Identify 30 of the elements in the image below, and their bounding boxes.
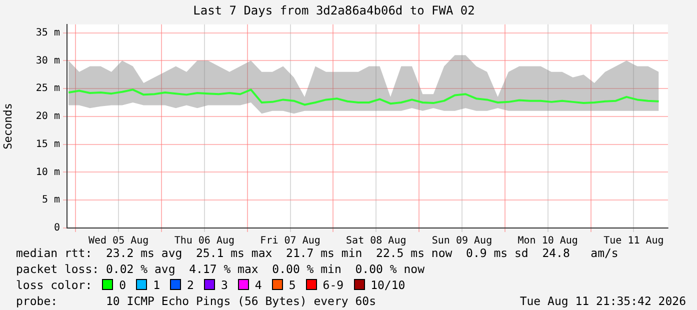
chart-title: Last 7 Days from 3d2a86a4b06d to FWA 02 [193, 3, 475, 18]
y-tick-label: 5 m [42, 194, 60, 206]
y-tick-label: 15 m [36, 138, 60, 150]
text: 6-9 [322, 278, 344, 292]
y-tick-label: 20 m [36, 111, 60, 122]
y-tick-label: 10 m [36, 166, 60, 178]
text: 2 [187, 278, 194, 292]
x-tick-label: Sun 09 Aug [432, 236, 492, 247]
y-axis-title: Seconds [1, 103, 14, 150]
y-tick-label: 25 m [36, 83, 60, 94]
x-tick-label: Thu 06 Aug [174, 236, 235, 247]
text: probe: 10 ICMP Echo Pings (56 Bytes) every 60s [16, 294, 376, 308]
text: 3 [220, 278, 228, 292]
x-tick-label: Sat 08 Aug [346, 236, 406, 247]
text: Tue Aug 11 21:35:42 2026 [520, 293, 686, 309]
text: packet loss: 0.02 % avg 4.17 % max 0.00 % min 0.00 % now [16, 262, 424, 276]
y-tick-label: 0 [54, 222, 60, 234]
text: 1 [153, 278, 160, 292]
text: 10/10 [370, 278, 406, 292]
y-tick-label: 30 m [36, 55, 60, 66]
x-tick-label: Fri 07 Aug [260, 236, 320, 247]
text: median rtt: 23.2 ms avg 25.1 ms max 21.7 ms min 22.5 ms now 0.9 ms sd 24.8 am/s [16, 246, 618, 260]
x-tick-label: Wed 05 Aug [88, 236, 149, 247]
text: loss color: [16, 278, 92, 292]
x-tick-label: Mon 10 Aug [518, 236, 578, 247]
text: 0 [119, 278, 126, 292]
y-tick-label: 35 m [36, 27, 60, 38]
text: 5 [288, 278, 296, 292]
x-tick-label: Tue 11 Aug [604, 236, 664, 247]
text: 4 [254, 278, 262, 292]
